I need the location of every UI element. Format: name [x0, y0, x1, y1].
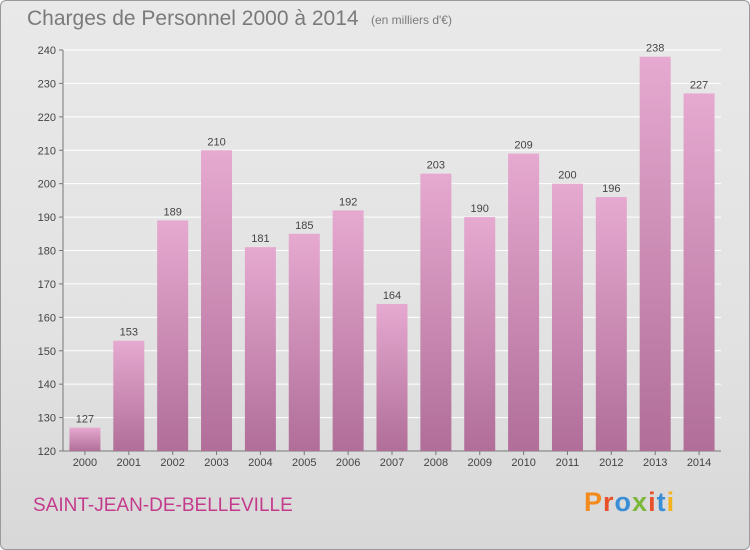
- bar: [376, 303, 408, 451]
- bar: [551, 183, 583, 451]
- bar-value-label: 127: [76, 414, 94, 426]
- chart-title: Charges de Personnel 2000 à 2014: [27, 7, 359, 30]
- bar: [201, 150, 233, 451]
- x-tick-label: 2006: [336, 457, 360, 469]
- x-tick-label: 2000: [73, 457, 97, 469]
- x-tick-label: 2002: [160, 457, 184, 469]
- y-tick-label: 200: [38, 179, 56, 191]
- bar-value-label: 200: [558, 170, 576, 182]
- x-tick-label: 2012: [599, 457, 623, 469]
- x-tick-label: 2010: [511, 457, 535, 469]
- logo-letter: t: [656, 487, 667, 517]
- bar: [244, 247, 276, 451]
- y-tick-label: 210: [38, 145, 56, 157]
- x-tick-label: 2001: [117, 457, 141, 469]
- x-tick-label: 2007: [380, 457, 404, 469]
- bar-value-label: 227: [690, 79, 708, 91]
- bar: [683, 93, 715, 452]
- y-tick-label: 190: [38, 212, 56, 224]
- bar-value-label: 185: [295, 220, 313, 232]
- x-tick-label: 2003: [204, 457, 228, 469]
- x-tick-label: 2009: [467, 457, 491, 469]
- logo-letter: o: [614, 487, 633, 517]
- bar-value-label: 203: [427, 160, 445, 172]
- y-tick-label: 120: [38, 446, 56, 458]
- bar-value-label: 181: [251, 233, 269, 245]
- bar-value-label: 192: [339, 196, 357, 208]
- chart-subtitle: (en milliers d'€): [371, 13, 452, 27]
- bar: [464, 217, 496, 451]
- bar: [332, 210, 364, 451]
- bar-value-label: 164: [383, 290, 401, 302]
- x-tick-label: 2005: [292, 457, 316, 469]
- x-tick-label: 2014: [687, 457, 711, 469]
- bar-value-label: 189: [163, 206, 181, 218]
- y-tick-label: 240: [38, 45, 56, 57]
- bar: [69, 427, 101, 451]
- y-tick-label: 220: [38, 112, 56, 124]
- x-tick-label: 2004: [248, 457, 272, 469]
- bar: [157, 220, 189, 451]
- y-tick-label: 170: [38, 279, 56, 291]
- x-tick-label: 2008: [424, 457, 448, 469]
- bar: [639, 56, 671, 451]
- x-tick-label: 2011: [556, 457, 580, 469]
- commune-name: SAINT-JEAN-DE-BELLEVILLE: [33, 495, 293, 516]
- bar-value-label: 153: [120, 327, 138, 339]
- bar: [420, 173, 452, 451]
- logo-letter: i: [666, 487, 676, 517]
- bar-value-label: 238: [646, 43, 664, 55]
- bar-value-label: 190: [471, 203, 489, 215]
- bar: [595, 197, 627, 451]
- y-tick-label: 180: [38, 246, 56, 258]
- y-tick-label: 130: [38, 413, 56, 425]
- bar: [508, 153, 540, 451]
- bar-value-label: 210: [207, 136, 225, 148]
- logo-letter: i: [648, 487, 657, 517]
- logo-letter: P: [584, 487, 604, 517]
- bar-value-label: 209: [514, 140, 532, 152]
- bar: [113, 340, 145, 451]
- bar: [288, 233, 320, 451]
- bar-value-label: 196: [602, 183, 620, 195]
- x-tick-label: 2013: [643, 457, 667, 469]
- proxiti-logo: Proxiti: [584, 487, 675, 518]
- y-tick-label: 230: [38, 78, 56, 90]
- y-tick-label: 160: [38, 312, 56, 324]
- logo-letter: r: [603, 487, 615, 517]
- logo-letter: x: [632, 487, 649, 517]
- y-tick-label: 140: [38, 379, 56, 391]
- y-tick-label: 150: [38, 346, 56, 358]
